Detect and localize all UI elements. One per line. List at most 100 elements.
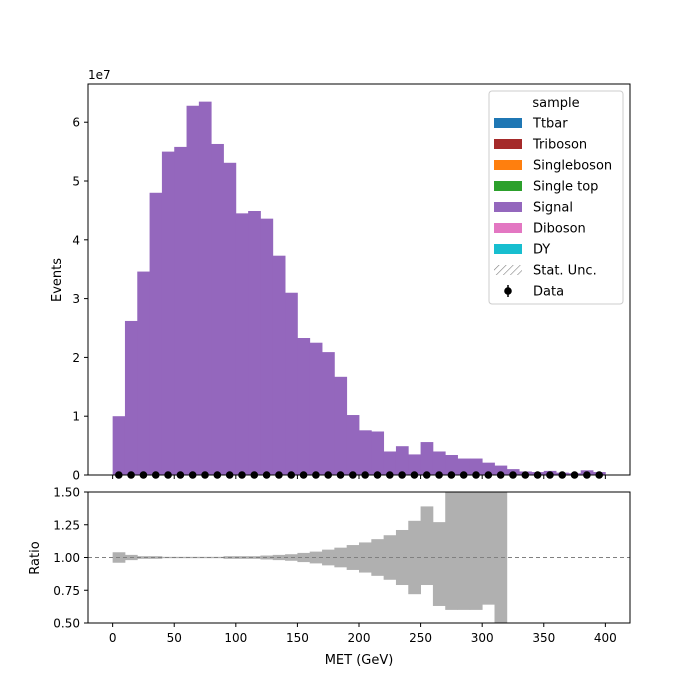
unc-band-bin bbox=[420, 506, 434, 586]
bar-signal bbox=[322, 352, 335, 475]
unc-band-bin bbox=[359, 542, 372, 573]
unc-band-bin bbox=[432, 522, 446, 606]
legend-label: Triboson bbox=[532, 138, 587, 153]
unc-band-bin bbox=[346, 545, 360, 570]
legend-label: DY bbox=[533, 243, 550, 258]
x-tick-label: 350 bbox=[532, 631, 555, 645]
bar-signal bbox=[395, 446, 409, 475]
ratio-y-axis-ticks: 0.50 0.75 1.00 1.25 1.50 bbox=[53, 486, 88, 631]
legend-label: Diboson bbox=[533, 222, 586, 237]
bar-signal bbox=[469, 458, 483, 475]
unc-band-bin bbox=[494, 492, 508, 623]
unc-band-bin bbox=[445, 492, 458, 610]
x-tick-label: 200 bbox=[348, 631, 371, 645]
bar-signal bbox=[371, 431, 385, 475]
bar-signal bbox=[383, 451, 397, 475]
bar-signal bbox=[112, 416, 126, 475]
legend-swatch-hatch bbox=[494, 265, 522, 275]
bar-signal bbox=[223, 162, 237, 475]
bar-signal bbox=[445, 455, 458, 475]
legend-entry-diboson: Diboson bbox=[494, 222, 586, 237]
y-tick-label: 5 bbox=[72, 175, 80, 189]
legend-label: Signal bbox=[533, 201, 573, 216]
x-tick-label: 50 bbox=[167, 631, 182, 645]
legend-entry-single-top: Single top bbox=[494, 180, 598, 195]
bar-signal bbox=[457, 458, 471, 475]
main-y-axis-ticks: 0 1 2 3 4 5 6 bbox=[72, 116, 88, 483]
unc-band-bin bbox=[297, 552, 311, 563]
legend-label: Single top bbox=[533, 180, 598, 195]
legend: sample Ttbar Triboson Singleboson Single to… bbox=[488, 90, 624, 305]
legend-entry-singleboson: Singleboson bbox=[494, 159, 612, 174]
legend-swatch bbox=[494, 160, 522, 170]
legend-entry-signal: Signal bbox=[494, 201, 573, 216]
bar-signal bbox=[420, 442, 434, 475]
x-tick-label: 300 bbox=[471, 631, 494, 645]
unc-band-bin bbox=[395, 529, 409, 586]
bar-signal bbox=[346, 415, 360, 475]
ratio-y-tick-label: 0.75 bbox=[53, 584, 80, 598]
legend-label: Data bbox=[533, 285, 564, 300]
legend-label: Ttbar bbox=[532, 117, 568, 132]
legend-swatch bbox=[494, 139, 522, 149]
main-plot-frame bbox=[87, 83, 631, 476]
main-y-axis-label: Events bbox=[50, 258, 65, 302]
bar-signal bbox=[235, 213, 249, 475]
bar-signal bbox=[482, 462, 495, 475]
legend-entry-stat-unc: Stat. Unc. bbox=[494, 264, 597, 279]
bar-signal bbox=[174, 146, 187, 475]
bar-signal bbox=[297, 338, 311, 475]
bar-signal bbox=[211, 143, 224, 475]
legend-entry-ttbar: Ttbar bbox=[494, 117, 568, 132]
bar-signal bbox=[272, 255, 286, 475]
unc-band-bin bbox=[186, 556, 200, 559]
x-axis-label: MET (GeV) bbox=[325, 653, 394, 668]
unc-band-bin bbox=[482, 492, 495, 605]
bar-signal bbox=[309, 342, 323, 475]
bar-signal bbox=[285, 292, 298, 475]
x-tick-label: 100 bbox=[224, 631, 247, 645]
x-tick-label: 250 bbox=[409, 631, 432, 645]
y-tick-label: 4 bbox=[72, 233, 80, 247]
legend-swatch bbox=[494, 202, 522, 212]
y-tick-label: 2 bbox=[72, 351, 80, 365]
y-tick-label: 0 bbox=[72, 469, 80, 483]
legend-entries: Ttbar Triboson Singleboson Single top Signal… bbox=[494, 117, 612, 300]
unc-band-bin bbox=[248, 556, 261, 559]
unc-band-bin bbox=[137, 556, 150, 559]
legend-label: Stat. Unc. bbox=[533, 264, 597, 279]
legend-entry-dy: DY bbox=[494, 243, 550, 258]
bar-signal bbox=[260, 218, 274, 475]
unc-band-bin bbox=[408, 520, 421, 595]
ratio-y-tick-label: 0.50 bbox=[53, 617, 80, 631]
x-tick-label: 0 bbox=[109, 631, 117, 645]
bar-signal bbox=[186, 105, 200, 475]
legend-title: sample bbox=[532, 96, 579, 111]
histogram-bars bbox=[112, 101, 606, 475]
unc-band-bin bbox=[149, 556, 163, 559]
ratio-y-axis-label: Ratio bbox=[28, 541, 43, 574]
legend-swatch bbox=[494, 244, 522, 254]
bar-signal bbox=[198, 101, 212, 475]
legend-entry-data: Data bbox=[504, 285, 564, 300]
bar-signal bbox=[494, 465, 508, 475]
ratio-y-tick-label: 1.00 bbox=[53, 551, 80, 565]
ratio-plot-frame bbox=[87, 491, 631, 624]
y-tick-label: 1 bbox=[72, 410, 80, 424]
bar-signal bbox=[334, 376, 348, 475]
unc-band-bin bbox=[198, 556, 212, 559]
x-tick-label: 150 bbox=[286, 631, 309, 645]
y-axis-multiplier: 1e7 bbox=[88, 68, 111, 82]
ratio-x-axis-ticks: 0 50 100 150 200 250 300 350 400 bbox=[109, 623, 617, 645]
unc-band-bin bbox=[309, 551, 323, 564]
bar-signal bbox=[359, 430, 372, 475]
x-tick-label: 400 bbox=[594, 631, 617, 645]
y-tick-label: 3 bbox=[72, 292, 80, 306]
bar-signal bbox=[161, 151, 175, 475]
bar-signal bbox=[432, 451, 446, 475]
bar-signal bbox=[408, 454, 421, 475]
bar-signal bbox=[248, 211, 261, 475]
legend-swatch bbox=[494, 181, 522, 191]
legend-box bbox=[488, 90, 624, 305]
